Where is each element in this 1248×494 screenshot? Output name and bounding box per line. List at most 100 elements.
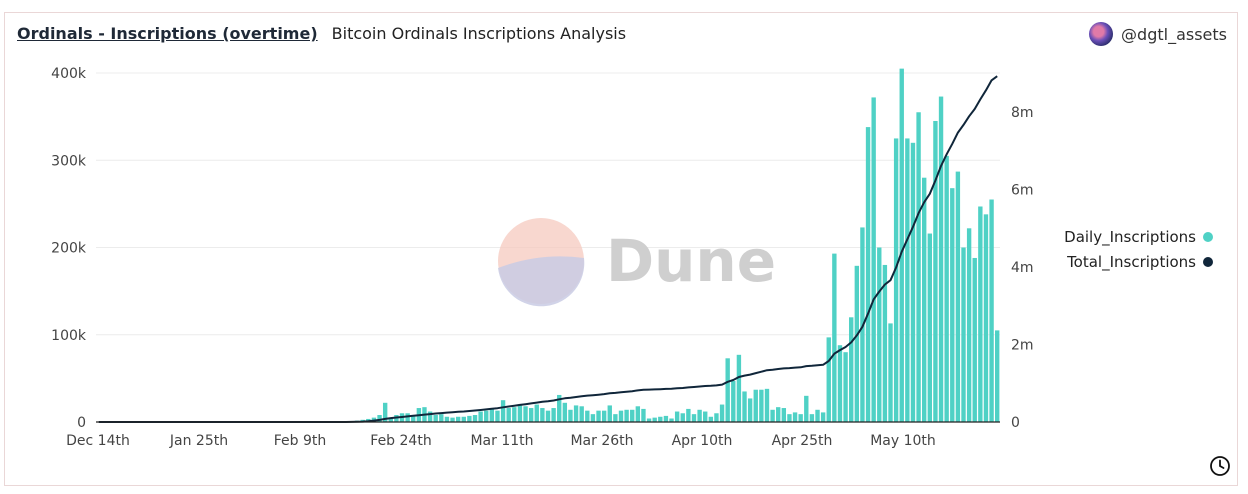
daily-inscriptions-bar <box>865 127 871 422</box>
daily-inscriptions-bar <box>377 415 382 422</box>
daily-inscriptions-bar <box>820 412 826 422</box>
daily-inscriptions-bar <box>534 404 539 422</box>
daily-inscriptions-bar <box>686 408 691 422</box>
query-title-link[interactable]: Ordinals - Inscriptions (overtime) <box>17 24 318 43</box>
daily-inscriptions-bar <box>680 413 685 422</box>
y-right-tick-label: 6m <box>1011 182 1034 198</box>
daily-inscriptions-bar <box>966 228 972 422</box>
daily-inscriptions-bar <box>607 405 612 422</box>
daily-inscriptions-bar <box>444 416 450 422</box>
daily-inscriptions-bar <box>837 345 843 422</box>
daily-inscriptions-bar <box>983 214 989 422</box>
daily-inscriptions-bar <box>961 247 966 422</box>
daily-inscriptions-bar <box>905 138 910 422</box>
daily-inscriptions-bar <box>562 402 568 422</box>
daily-inscriptions-bar <box>792 412 798 422</box>
daily-inscriptions-bar <box>382 402 388 422</box>
daily-inscriptions-bar <box>703 411 708 422</box>
daily-inscriptions-bar <box>411 415 416 422</box>
daily-inscriptions-bar <box>955 171 961 422</box>
daily-inscriptions-bar <box>933 120 938 423</box>
daily-inscriptions-bar <box>938 96 944 423</box>
daily-inscriptions-bar <box>736 354 742 422</box>
daily-inscriptions-bar <box>826 337 831 422</box>
clock-icon[interactable] <box>1209 455 1231 477</box>
daily-inscriptions-bar <box>450 417 455 422</box>
daily-inscriptions-bar <box>978 206 983 422</box>
daily-inscriptions-bar <box>455 416 461 422</box>
daily-inscriptions-bar <box>849 317 854 422</box>
daily-inscriptions-bar <box>568 409 573 422</box>
daily-inscriptions-bar <box>747 398 753 422</box>
daily-inscriptions-bar <box>893 138 899 422</box>
daily-inscriptions-bar <box>405 413 410 422</box>
daily-inscriptions-bar <box>596 410 601 422</box>
daily-inscriptions-bar <box>472 415 478 422</box>
daily-inscriptions-bar <box>714 413 719 422</box>
daily-inscriptions-bar <box>843 352 848 422</box>
daily-inscriptions-bar <box>764 388 770 422</box>
daily-inscriptions-bar <box>439 414 444 422</box>
daily-inscriptions-bar <box>512 407 517 422</box>
daily-inscriptions-bar <box>467 415 472 422</box>
daily-inscriptions-bar <box>674 411 680 422</box>
daily-inscriptions-bar <box>495 410 500 422</box>
daily-inscriptions-bar <box>613 414 618 422</box>
daily-inscriptions-bar <box>770 409 775 422</box>
daily-inscriptions-bar <box>854 265 860 422</box>
daily-inscriptions-bar <box>663 415 669 422</box>
dune-watermark: Dune <box>498 218 776 307</box>
daily-inscriptions-bar <box>871 97 876 423</box>
daily-inscriptions-bar <box>506 408 511 422</box>
daily-inscriptions-bar <box>742 391 747 422</box>
x-tick-label: Jan 25th <box>169 433 228 449</box>
watermark-logo-lower <box>498 256 585 307</box>
author-badge[interactable]: @dgtl_assets <box>1089 22 1227 46</box>
daily-inscriptions-bar <box>882 264 888 422</box>
x-tick-label: May 10th <box>870 433 936 449</box>
daily-inscriptions-bar <box>630 409 635 422</box>
legend-swatch <box>1203 257 1213 267</box>
x-tick-label: Feb 9th <box>274 433 327 449</box>
watermark-text: Dune <box>606 227 776 295</box>
daily-inscriptions-bar <box>388 417 393 422</box>
daily-inscriptions-bar <box>787 414 792 422</box>
daily-inscriptions-bar <box>916 112 921 422</box>
avatar <box>1089 22 1114 46</box>
daily-inscriptions-bar <box>545 410 551 422</box>
daily-inscriptions-bar <box>658 416 663 422</box>
daily-inscriptions-bar <box>590 414 596 422</box>
y-left-tick-label: 100k <box>51 328 87 344</box>
daily-inscriptions-bar <box>972 257 977 422</box>
daily-inscriptions-bar <box>500 400 506 422</box>
daily-inscriptions-bar <box>899 68 904 422</box>
chart-card: Ordinals - Inscriptions (overtime) Bitco… <box>4 12 1238 486</box>
daily-inscriptions-bar <box>798 414 803 422</box>
daily-inscriptions-bar <box>461 416 466 422</box>
daily-inscriptions-bar <box>540 408 545 422</box>
daily-inscriptions-bar <box>944 155 949 422</box>
daily-inscriptions-bar <box>652 417 657 422</box>
daily-inscriptions-bar <box>708 416 714 422</box>
y-right-tick-label: 4m <box>1011 260 1034 276</box>
daily-inscriptions-bar <box>433 415 438 422</box>
daily-inscriptions-bar <box>585 410 590 422</box>
x-tick-label: Dec 14th <box>66 433 130 449</box>
daily-inscriptions-bar <box>523 406 528 422</box>
daily-inscriptions-bar <box>759 389 764 422</box>
daily-inscriptions-bar <box>573 405 579 422</box>
daily-inscriptions-bar <box>888 323 893 422</box>
daily-inscriptions-bar <box>669 418 674 422</box>
daily-inscriptions-bar <box>691 414 697 422</box>
daily-inscriptions-bar <box>725 358 730 422</box>
legend-label: Total_Inscriptions <box>1066 253 1196 272</box>
daily-inscriptions-bar <box>557 394 562 422</box>
daily-inscriptions-bar <box>517 405 523 422</box>
daily-inscriptions-bar <box>731 380 736 422</box>
x-tick-label: Mar 11th <box>470 433 533 449</box>
daily-inscriptions-bar <box>832 253 837 422</box>
daily-inscriptions-bar <box>950 188 955 422</box>
daily-inscriptions-bar <box>427 411 433 422</box>
daily-inscriptions-bar <box>641 408 646 422</box>
